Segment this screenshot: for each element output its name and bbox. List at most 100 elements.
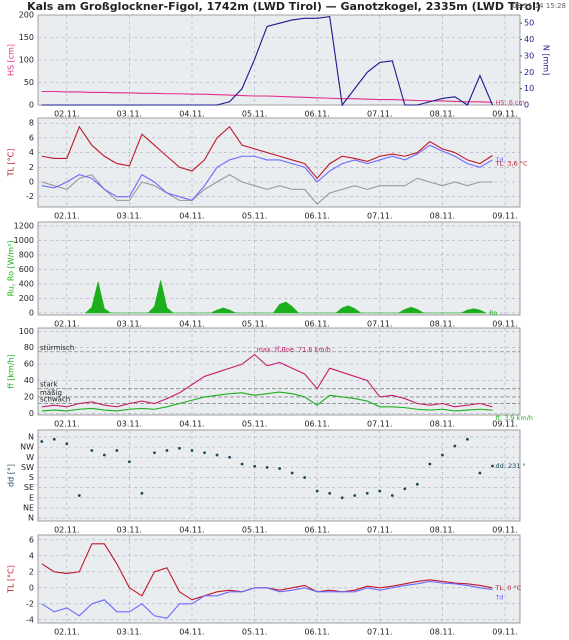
- x-tick-label: 03.11.: [117, 110, 142, 119]
- y2-tick-label: 10: [524, 84, 534, 93]
- y-tick-label: SE: [24, 483, 34, 492]
- y-tick-label: -2: [26, 599, 34, 608]
- x-tick-label: 08.11.: [430, 628, 455, 637]
- series-label: Ro: [489, 309, 497, 317]
- x-tick-label: 04.11.: [179, 320, 204, 329]
- data-point: [353, 494, 357, 497]
- line: [41, 16, 493, 107]
- x-tick-label: 09.11.: [492, 628, 517, 637]
- data-point: [365, 491, 369, 495]
- y-tick-label: 4: [29, 148, 34, 157]
- series-label: TL: 3,6 °C: [494, 160, 528, 168]
- data-point: [428, 462, 432, 466]
- data-point: [315, 489, 319, 493]
- y-tick-label: NE: [23, 503, 34, 512]
- data-point: [466, 437, 469, 441]
- data-point: [340, 496, 344, 500]
- data-point: [390, 494, 394, 497]
- x-tick-label: 07.11.: [367, 420, 392, 429]
- series-label: ff: 3,9 km/h: [495, 414, 533, 422]
- x-tick-label: 08.11.: [430, 526, 455, 535]
- data-point: [52, 437, 56, 441]
- y-tick-label: 20: [24, 392, 34, 401]
- data-point: [378, 489, 382, 493]
- x-tick-label: 02.11.: [54, 320, 79, 329]
- series-label: HS: 6 cm: [495, 98, 524, 106]
- y-tick-label: 8: [29, 119, 34, 128]
- reference-label: stark: [40, 381, 59, 389]
- y-axis-label: TL [°C]: [7, 149, 16, 178]
- plot-background: [37, 117, 521, 208]
- line: [41, 391, 493, 412]
- x-tick-label: 08.11.: [430, 320, 455, 329]
- y2-tick-label: 50: [524, 19, 534, 28]
- y-tick-label: 1200: [14, 221, 34, 230]
- x-tick-label: 05.11.: [242, 110, 267, 119]
- plot-background: [37, 327, 521, 416]
- data-point: [40, 440, 44, 443]
- data-point: [102, 453, 106, 457]
- y-tick-label: 200: [19, 11, 34, 20]
- y-tick-label: 0: [29, 308, 34, 317]
- plot-background: [37, 221, 521, 316]
- x-tick-label: 05.11.: [242, 628, 267, 637]
- data-point: [115, 449, 119, 452]
- data-point: [215, 453, 219, 457]
- x-tick-label: 06.11.: [304, 212, 329, 221]
- x-tick-label: 06.11.: [304, 628, 329, 637]
- data-point: [203, 451, 206, 455]
- x-tick-label: 07.11.: [367, 110, 392, 119]
- x-tick-label: 05.11.: [242, 320, 267, 329]
- y-tick-label: 100: [19, 327, 34, 336]
- x-tick-label: 04.11.: [179, 110, 204, 119]
- y2-tick-label: 40: [524, 35, 534, 44]
- x-tick-label: 02.11.: [54, 212, 79, 221]
- y-tick-label: 800: [19, 250, 34, 259]
- y-axis-label: dd [°]: [7, 464, 16, 487]
- y-tick-label: 150: [19, 33, 34, 42]
- y-tick-label: 400: [19, 279, 34, 288]
- y-tick-label: 0: [29, 177, 34, 186]
- line: [41, 173, 493, 205]
- x-tick-label: 06.11.: [304, 526, 329, 535]
- x-tick-label: 09.11.: [492, 526, 517, 535]
- data-point: [278, 467, 282, 470]
- series-label: Td: [494, 593, 503, 601]
- series-label: max. ff,Boe. 71,6 km/h: [257, 346, 331, 354]
- data-point: [415, 482, 419, 486]
- x-tick-label: 02.11.: [54, 526, 79, 535]
- y-tick-label: 1000: [14, 236, 34, 245]
- x-tick-label: 04.11.: [179, 420, 204, 429]
- line: [41, 125, 493, 180]
- y-tick-label: N: [28, 432, 34, 441]
- y-tick-label: -2: [26, 192, 34, 201]
- data-point: [127, 460, 131, 464]
- data-point: [440, 453, 444, 457]
- data-point: [453, 444, 457, 448]
- x-tick-label: 03.11.: [117, 320, 142, 329]
- x-tick-label: 06.11.: [304, 420, 329, 429]
- y-tick-label: 0: [29, 583, 34, 592]
- x-tick-label: 06.11.: [304, 110, 329, 119]
- series-label: dd: 231 °: [495, 462, 525, 470]
- y-tick-label: 2: [29, 163, 34, 172]
- data-point: [65, 442, 69, 446]
- x-tick-label: 04.11.: [179, 212, 204, 221]
- x-tick-label: 07.11.: [367, 526, 392, 535]
- x-tick-label: 04.11.: [179, 628, 204, 637]
- plot-background: [37, 534, 521, 624]
- x-tick-label: 02.11.: [54, 628, 79, 637]
- y-tick-label: E: [29, 493, 34, 502]
- line: [41, 90, 493, 103]
- data-point: [228, 455, 231, 459]
- x-tick-label: 03.11.: [117, 628, 142, 637]
- data-point: [153, 451, 156, 455]
- data-point: [190, 449, 194, 452]
- line: [41, 580, 493, 619]
- y-tick-label: 2: [29, 567, 34, 576]
- x-tick-label: 02.11.: [54, 420, 79, 429]
- y2-tick-label: 20: [524, 68, 534, 77]
- y-axis-label: TL [°C]: [7, 565, 16, 594]
- x-tick-label: 08.11.: [430, 212, 455, 221]
- y-tick-label: 100: [19, 56, 34, 65]
